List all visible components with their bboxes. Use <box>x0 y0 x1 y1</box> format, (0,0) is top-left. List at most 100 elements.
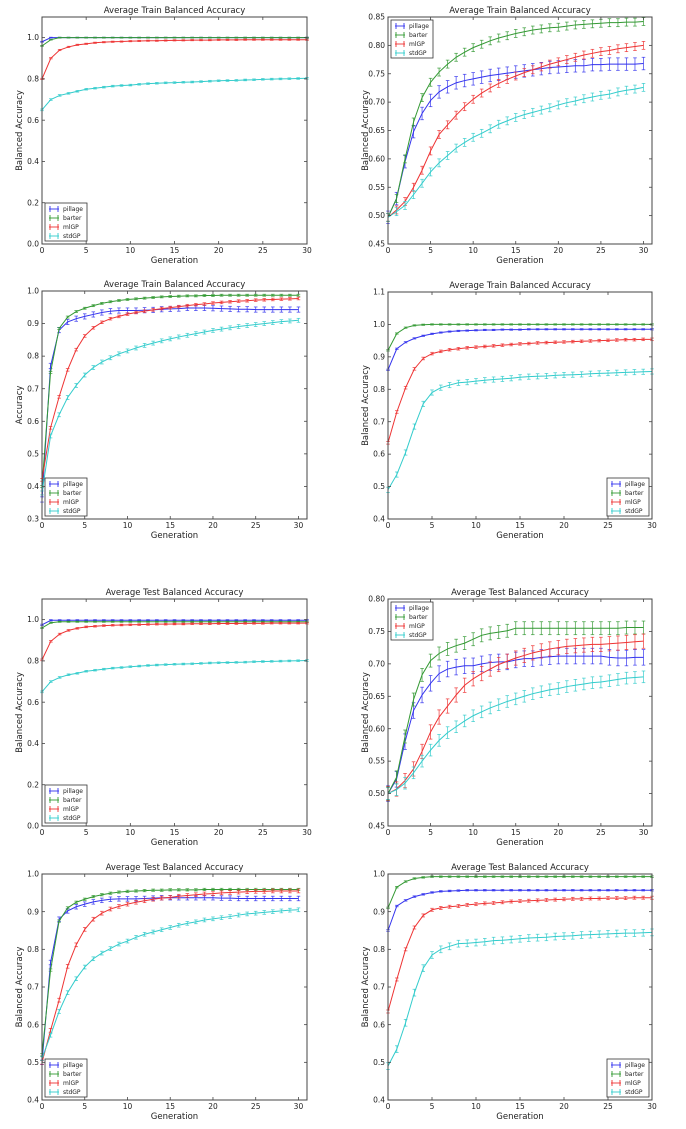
error-bar <box>599 90 603 100</box>
error-bar <box>496 656 501 673</box>
error-bar <box>75 627 80 630</box>
chart-title: Average Train Balanced Accuracy <box>449 6 591 16</box>
legend-item-pillage: pillage <box>49 1062 83 1069</box>
legend: pillage barter mlGP stdGP <box>44 1058 88 1098</box>
error-bar <box>518 328 522 331</box>
error-bar <box>155 620 159 623</box>
error-bar <box>234 622 239 625</box>
y-tick-label: 0.8 <box>373 385 385 394</box>
error-bar <box>447 904 452 909</box>
error-bar <box>445 59 450 69</box>
error-bar <box>110 84 115 88</box>
error-bar <box>211 301 215 305</box>
error-bar <box>278 621 283 625</box>
legend-label: stdGP <box>625 508 643 515</box>
y-axis-label: Balanced Accuracy <box>15 90 25 171</box>
error-bar <box>208 79 212 83</box>
y-axis-label: Balanced Accuracy <box>361 672 371 753</box>
error-bar <box>624 17 629 27</box>
error-bar <box>403 449 408 456</box>
legend: pillage barter mlGP stdGP <box>44 202 88 242</box>
error-bar <box>225 661 230 664</box>
error-bar <box>84 42 88 45</box>
error-bar <box>403 326 408 329</box>
error-bar <box>225 620 230 623</box>
y-tick-label: 1.0 <box>27 615 39 624</box>
legend-label: barter <box>63 797 82 804</box>
error-bar <box>228 305 232 312</box>
error-bar <box>430 351 434 356</box>
legend-item-barter: barter <box>395 32 428 39</box>
y-tick-label: 0.9 <box>373 907 385 916</box>
error-bar <box>49 619 53 622</box>
error-bar <box>208 661 212 665</box>
error-bar <box>219 895 224 901</box>
error-bar <box>527 875 531 878</box>
error-bar <box>641 82 646 92</box>
error-bar <box>527 373 531 380</box>
error-bar <box>548 59 552 69</box>
error-bar <box>102 36 106 39</box>
error-bar <box>454 76 458 90</box>
error-bar <box>462 47 467 57</box>
error-bar <box>252 36 256 39</box>
error-bar <box>562 897 566 902</box>
error-bar <box>641 323 645 326</box>
legend-item-pillage: pillage <box>49 788 83 795</box>
error-bar <box>590 92 595 102</box>
series-stdGP <box>386 82 646 222</box>
error-bar <box>82 964 87 970</box>
error-bar <box>134 345 138 351</box>
error-bar <box>185 294 190 298</box>
error-bar <box>616 18 620 28</box>
y-tick-label: 0.5 <box>373 482 385 491</box>
error-bar <box>100 309 104 316</box>
error-bar <box>82 313 87 320</box>
y-tick-label: 0.5 <box>27 449 39 458</box>
error-bar <box>202 294 207 297</box>
error-bar <box>496 119 501 129</box>
error-bar <box>590 48 595 58</box>
error-bar <box>155 663 159 667</box>
error-bar <box>234 661 239 664</box>
error-bar <box>168 305 173 310</box>
error-bar <box>573 638 578 654</box>
chart-panel: 0 5 10 15 20 25 30 0.45 0.50 0.55 0.60 0.65 0.70 0.75… <box>361 6 653 266</box>
legend-item-barter: barter <box>49 490 82 497</box>
error-bar <box>271 888 275 894</box>
error-bar <box>117 299 121 302</box>
error-bar <box>479 128 484 138</box>
error-bar <box>641 337 645 342</box>
legend-item-stdGP: stdGP <box>611 508 643 515</box>
x-axis-label: Generation <box>151 1112 198 1122</box>
error-bar <box>262 321 267 326</box>
error-bar <box>181 80 186 84</box>
error-bar <box>74 942 78 948</box>
error-bar <box>607 674 612 687</box>
error-bar <box>500 375 505 382</box>
error-bar <box>539 24 544 34</box>
error-bar <box>211 305 215 312</box>
error-bar <box>243 660 247 664</box>
error-bar <box>412 895 417 898</box>
error-bar <box>253 910 258 916</box>
error-bar <box>579 896 584 901</box>
error-bar <box>168 888 173 892</box>
error-bar <box>57 919 61 923</box>
error-bar <box>211 887 215 891</box>
error-bar <box>163 622 168 626</box>
error-bar <box>471 632 475 647</box>
axes-frame <box>387 598 653 827</box>
error-bar <box>279 306 284 313</box>
error-bar <box>479 70 484 84</box>
error-bar <box>439 349 443 354</box>
legend-item-stdGP: stdGP <box>49 815 81 822</box>
error-bar <box>607 46 612 55</box>
x-axis-label: Generation <box>496 531 543 541</box>
error-bar <box>65 964 70 969</box>
series-stdGP <box>386 368 654 493</box>
error-bar <box>394 783 399 796</box>
error-bar <box>261 622 265 625</box>
error-bar <box>428 653 433 668</box>
error-bar <box>412 337 417 340</box>
